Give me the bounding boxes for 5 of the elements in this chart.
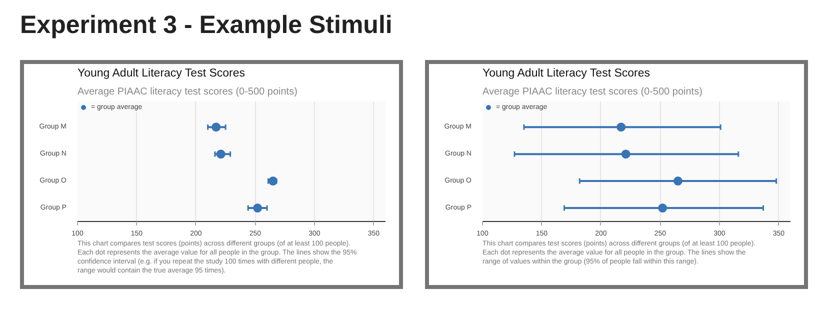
chart-title: Young Adult Literacy Test Scores [482,68,650,80]
chart-title: Young Adult Literacy Test Scores [78,68,246,80]
text: Experiment 3 - Example Stimuli [20,10,392,41]
chart-subtitle: Average PIAAC literacy test scores (0-500 points) [78,86,298,98]
chart-subtitle: Average PIAAC literacy test scores (0-500 points) [482,86,702,98]
